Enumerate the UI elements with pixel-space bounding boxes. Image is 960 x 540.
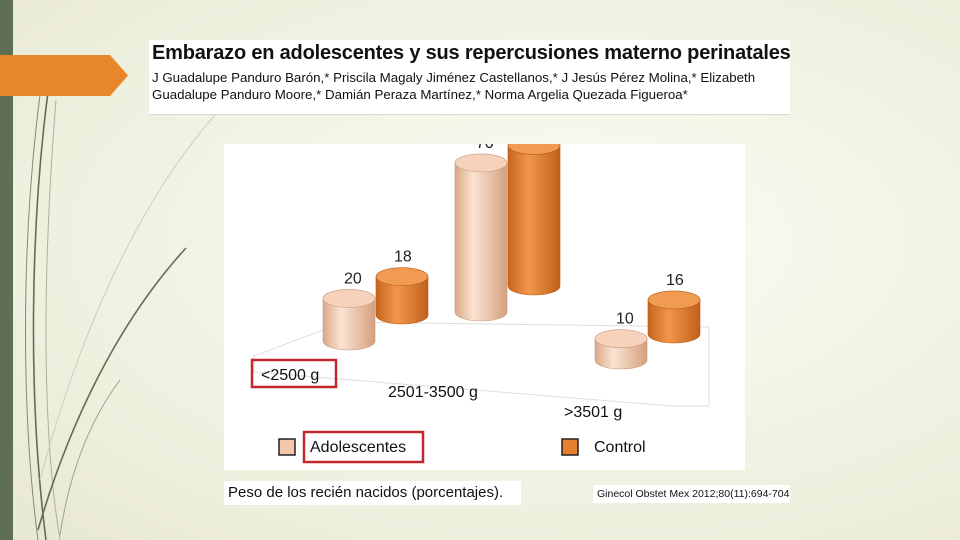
value-label-adolescentes-1: 70 xyxy=(476,144,494,152)
paper-authors: J Guadalupe Panduro Barón,* Priscila Mag… xyxy=(152,70,756,102)
value-label-adolescentes-2: 10 xyxy=(616,311,634,328)
bar-top xyxy=(507,144,561,155)
figure-caption: Peso de los recién nacidos (porcentajes)… xyxy=(224,481,521,505)
bar-top xyxy=(454,153,508,173)
chart-panel: 182066701610 <2500 g 2501-3500 g >3501 g… xyxy=(224,144,745,470)
bar-control-2 xyxy=(647,290,701,344)
bar-control-1 xyxy=(507,144,561,296)
bar-control-0 xyxy=(375,267,429,325)
value-label-control-0: 18 xyxy=(394,249,412,266)
bar-body xyxy=(375,276,429,325)
paper-header: Embarazo en adolescentes y sus repercusi… xyxy=(149,40,791,115)
paper-title: Embarazo en adolescentes y sus repercusi… xyxy=(152,42,791,64)
slide-accent-bar xyxy=(0,0,13,540)
bar-adolescentes-1 xyxy=(454,153,508,322)
bar-top xyxy=(375,267,429,286)
category-label-lt2500: <2500 g xyxy=(261,367,319,384)
bar-body xyxy=(454,162,508,322)
legend-swatch-control xyxy=(561,438,579,456)
newborn-weight-chart: 182066701610 <2500 g 2501-3500 g >3501 g… xyxy=(250,144,710,464)
legend-label-adolescentes: Adolescentes xyxy=(310,439,406,456)
bars-group xyxy=(322,144,701,370)
legend-swatch-adolescentes xyxy=(278,438,296,456)
citation: Ginecol Obstet Mex 2012;80(11):694-704 xyxy=(593,485,790,503)
value-labels-group: 182066701610 xyxy=(344,144,684,328)
bar-top xyxy=(647,290,701,310)
bar-adolescentes-0 xyxy=(322,289,376,351)
bar-top xyxy=(322,289,376,308)
legend-label-control: Control xyxy=(594,439,646,456)
bar-body xyxy=(507,145,561,296)
value-label-adolescentes-0: 20 xyxy=(344,270,362,287)
category-label-2501-3500: 2501-3500 g xyxy=(388,384,478,401)
bar-body xyxy=(647,299,701,344)
category-label-gt3501: >3501 g xyxy=(564,404,622,421)
decorative-lines xyxy=(25,91,216,540)
bar-adolescentes-2 xyxy=(594,329,648,370)
highlight-box-lt2500 xyxy=(250,358,338,389)
bar-body xyxy=(322,298,376,351)
value-label-control-2: 16 xyxy=(666,272,684,289)
title-arrow-flag xyxy=(0,55,128,96)
bar-top xyxy=(594,329,648,348)
highlight-box-adolescentes xyxy=(302,430,425,464)
